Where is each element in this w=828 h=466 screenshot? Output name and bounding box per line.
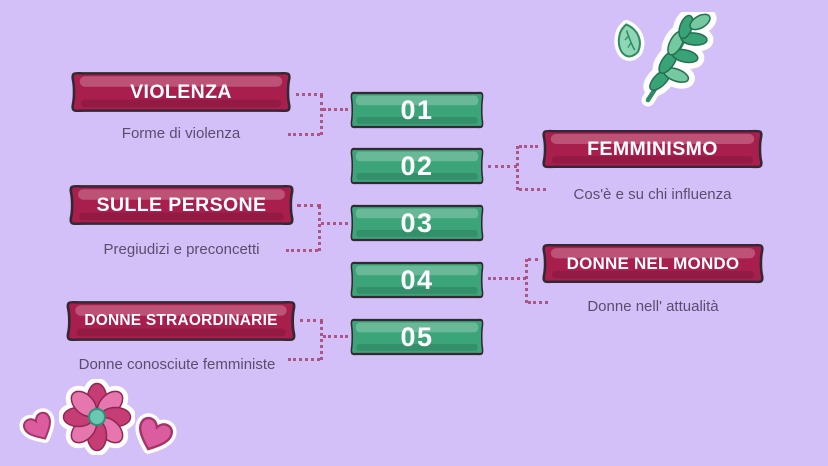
dotted-connector [321,222,348,225]
section-banner-sulle-persone[interactable]: SULLE PERSONE [65,183,298,227]
branch-sticker-icon [641,12,717,107]
number-banner-02[interactable]: 02 [348,146,486,186]
dotted-connector [488,165,517,168]
dotted-connector [525,259,528,303]
number-banner-01[interactable]: 01 [348,90,486,130]
number-banner-05[interactable]: 05 [348,317,486,357]
leaf-sticker-icon [614,19,645,61]
number-label-03: 03 [400,208,434,238]
dotted-connector [288,133,320,136]
section-subtitle-violenza: Forme di violenza [121,125,241,142]
dotted-connector [516,146,519,190]
section-banner-donne-straordinarie[interactable]: DONNE STRAORDINARIE [62,299,300,343]
number-label-02: 02 [400,151,434,181]
dotted-connector [286,249,318,252]
section-title-donne-straordinarie: DONNE STRAORDINARIE [84,312,278,329]
dotted-connector [323,108,348,111]
section-subtitle-donne-nel-mondo: Donne nell' attualità [587,298,719,315]
section-banner-donne-nel-mondo[interactable]: DONNE NEL MONDO [538,242,768,285]
section-subtitle-femminismo: Cos'è e su chi influenza [573,186,732,203]
section-banner-violenza[interactable]: VIOLENZA [67,70,295,114]
heart-sticker-right-icon [135,413,177,454]
dotted-connector [323,335,348,338]
dotted-connector [297,204,321,207]
dotted-connector [519,188,546,191]
section-banner-femminismo[interactable]: FEMMINISMO [538,128,767,170]
section-subtitle-donne-straordinarie: Donne conosciute femministe [78,356,276,373]
dotted-connector [318,206,321,251]
dotted-connector [320,95,323,135]
dotted-connector [528,301,548,304]
flower-sticker-icon [59,379,135,455]
section-title-donne-nel-mondo: DONNE NEL MONDO [566,253,740,273]
dotted-connector [300,319,323,322]
section-subtitle-sulle-persone: Pregiudizi e preconcetti [103,241,260,258]
section-title-violenza: VIOLENZA [130,80,232,103]
dotted-connector [528,258,538,261]
dotted-connector [288,358,320,361]
number-banner-03[interactable]: 03 [348,203,486,243]
dotted-connector [488,277,526,280]
dotted-connector [519,145,538,148]
section-title-femminismo: FEMMINISMO [587,137,718,160]
dotted-connector [296,93,323,96]
dotted-connector [320,321,323,360]
number-label-04: 04 [400,265,434,295]
number-banner-04[interactable]: 04 [348,260,486,300]
number-label-01: 01 [400,95,434,125]
heart-sticker-left-icon [19,408,55,443]
section-title-sulle-persone: SULLE PERSONE [96,193,267,216]
number-label-05: 05 [400,322,434,352]
